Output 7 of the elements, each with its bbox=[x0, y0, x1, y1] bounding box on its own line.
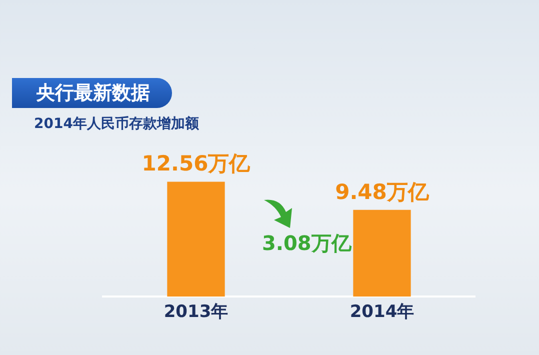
x-tick-label: 2013年 bbox=[164, 302, 228, 322]
annotation: 3.08万亿 bbox=[262, 230, 352, 257]
data-label: 12.56万亿 bbox=[142, 152, 252, 176]
x-tick-label: 2014年 bbox=[350, 302, 414, 322]
chart-subtitle: 2014年人民币存款增加额 bbox=[34, 115, 199, 133]
chart-title: 央行最新数据 bbox=[12, 78, 172, 108]
data-label: 9.48万亿 bbox=[335, 180, 430, 204]
